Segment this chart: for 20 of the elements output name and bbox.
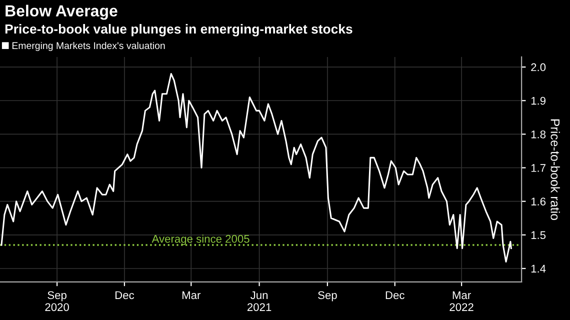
line-series — [0, 72, 512, 263]
y-tick-label: 1.7 — [531, 164, 546, 172]
y-tick-label: 1.8 — [531, 130, 546, 138]
x-tick-label: Dec — [115, 291, 134, 300]
y-tick-label: 1.6 — [531, 198, 546, 206]
chart-title: Below Average — [6, 4, 118, 20]
x-tick-label: Mar — [182, 291, 201, 300]
x-tick-label: Jun 2021 — [247, 291, 272, 312]
ref-line-label: Average since 2005 — [152, 234, 250, 245]
y-tick-label: 1.4 — [531, 264, 546, 273]
y-axis-title: Price-to-book ratio — [550, 119, 560, 220]
x-tick-label: Mar 2022 — [450, 291, 474, 312]
y-tick-label: 2.0 — [531, 63, 546, 72]
x-tick-label: Sep 2020 — [45, 291, 69, 312]
x-tick-label: Dec — [386, 291, 404, 300]
x-tick-label: Sep — [318, 291, 337, 302]
y-tick-label: 1.5 — [531, 231, 546, 240]
chart-subtitle: Price-to-book value plunges in emerging-market stocks — [5, 24, 352, 36]
y-tick-label: 1.9 — [531, 96, 546, 105]
legend-label: Emerging Markets Index's valuation — [12, 42, 165, 52]
